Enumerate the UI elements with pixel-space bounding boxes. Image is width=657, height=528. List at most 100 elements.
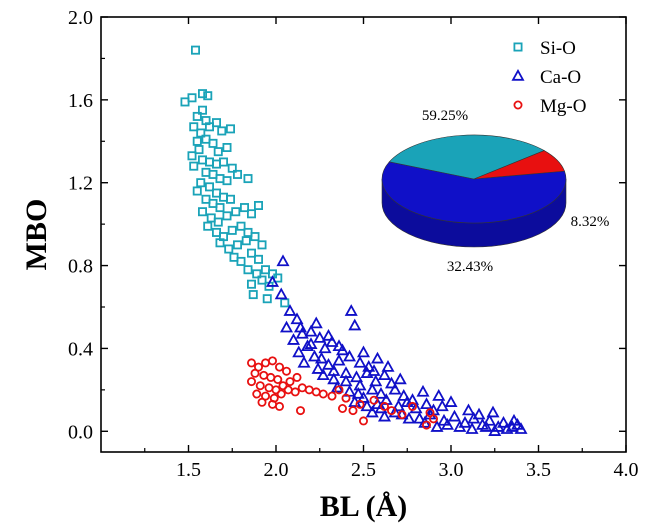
si-o-point <box>232 169 242 179</box>
ca-o-point <box>356 345 371 358</box>
y-tick-label: 0.4 <box>68 338 93 360</box>
ca-o-point <box>297 355 311 368</box>
si-o-point <box>232 240 242 250</box>
mg-o-point <box>259 370 269 380</box>
mg-o-point <box>250 368 260 378</box>
ca-o-point <box>432 389 446 401</box>
si-o-point <box>203 221 213 231</box>
ca-o-point <box>419 397 434 410</box>
x-tick-label: 4.0 <box>614 459 639 481</box>
ca-o-point <box>377 409 392 422</box>
x-tick-label: 3.5 <box>526 459 551 481</box>
ca-o-point <box>290 312 304 325</box>
ca-o-point <box>461 403 476 416</box>
si-o-point <box>196 178 206 188</box>
x-tick-label: 1.5 <box>176 459 201 481</box>
ca-o-point <box>402 411 416 424</box>
ca-o-point <box>393 372 407 385</box>
ca-o-point <box>444 395 458 407</box>
si-o-point <box>231 207 241 217</box>
mg-o-point <box>260 358 270 368</box>
mg-o-point <box>428 414 438 424</box>
si-o-point <box>189 161 199 171</box>
ca-o-point <box>360 399 374 412</box>
si-o-point <box>197 207 207 217</box>
si-o-point <box>218 157 228 167</box>
si-o-point <box>236 256 246 266</box>
mg-o-point <box>337 403 347 413</box>
pie-slice-si-o <box>388 134 545 180</box>
si-o-point <box>215 203 225 213</box>
ca-o-point <box>304 337 318 349</box>
si-o-point <box>253 254 263 264</box>
si-o-point <box>203 91 213 101</box>
mg-o-point <box>297 383 307 393</box>
legend-label: Mg-O <box>540 96 586 117</box>
mg-o-point <box>252 389 262 399</box>
mg-o-point <box>318 389 328 399</box>
ca-o-point <box>374 386 388 399</box>
ca-o-point <box>479 420 493 432</box>
ca-o-point <box>316 368 330 381</box>
si-o-point <box>246 248 256 258</box>
si-o-point <box>280 298 290 308</box>
ca-o-point <box>430 420 444 432</box>
ca-o-point <box>412 411 427 424</box>
si-o-point <box>187 93 197 103</box>
mg-o-point <box>281 366 291 376</box>
ca-o-point <box>286 333 301 345</box>
ca-o-point <box>265 275 280 287</box>
ca-o-point <box>353 355 367 368</box>
x-axis-title: BL (Å) <box>320 490 408 523</box>
si-o-point <box>262 294 272 304</box>
ca-o-point <box>344 304 358 316</box>
legend-marker <box>513 42 523 52</box>
si-o-point <box>197 105 207 115</box>
si-o-point <box>215 238 225 248</box>
mg-o-point <box>407 401 417 411</box>
ca-o-point <box>391 399 406 412</box>
mg-o-point <box>341 393 351 403</box>
mg-o-point <box>246 377 256 387</box>
ca-o-point <box>435 399 449 412</box>
ca-o-point <box>374 401 388 414</box>
y-tick-label: 0.0 <box>68 421 93 443</box>
si-o-point <box>273 273 283 283</box>
ca-o-point <box>400 395 414 407</box>
ca-o-point <box>507 413 521 426</box>
ca-o-point <box>388 405 402 418</box>
ca-o-point <box>348 318 362 331</box>
mg-o-point <box>285 377 295 387</box>
ca-o-point <box>370 351 385 364</box>
ca-o-point <box>500 422 514 434</box>
ca-o-point <box>293 320 308 333</box>
ca-o-point <box>365 405 379 418</box>
si-o-point <box>192 111 202 121</box>
pie-label-ca-o: 59.25% <box>422 108 468 124</box>
mg-o-point <box>274 362 284 372</box>
x-tick-label: 2.0 <box>264 459 289 481</box>
mg-o-point <box>379 401 389 411</box>
ca-o-point <box>311 362 325 374</box>
axes: 1.5 2.0 2.5 3.0 3.5 4.0 0.0 0.4 0.8 1.2 1.6 2.0 <box>68 7 639 481</box>
y-tick-label: 0.8 <box>68 256 93 278</box>
si-o-point <box>241 236 251 246</box>
mg-o-point <box>358 416 368 426</box>
si-o-point <box>257 240 267 250</box>
si-o-point <box>224 244 234 254</box>
si-o-point <box>225 124 235 134</box>
pie-slice-ca-o <box>381 161 567 224</box>
ca-o-point <box>486 405 500 418</box>
ca-o-point <box>472 407 486 420</box>
si-o-point <box>222 142 232 152</box>
ca-o-point <box>318 341 332 354</box>
mg-o-point <box>273 374 283 384</box>
legend: Si-O Ca-O Mg-O <box>511 38 586 117</box>
ca-o-point <box>353 378 367 391</box>
y-tick-label: 1.6 <box>68 90 93 112</box>
ca-o-point <box>458 415 472 428</box>
ca-o-point <box>377 368 392 381</box>
ca-o-point <box>292 345 306 358</box>
si-o-point <box>243 265 253 275</box>
